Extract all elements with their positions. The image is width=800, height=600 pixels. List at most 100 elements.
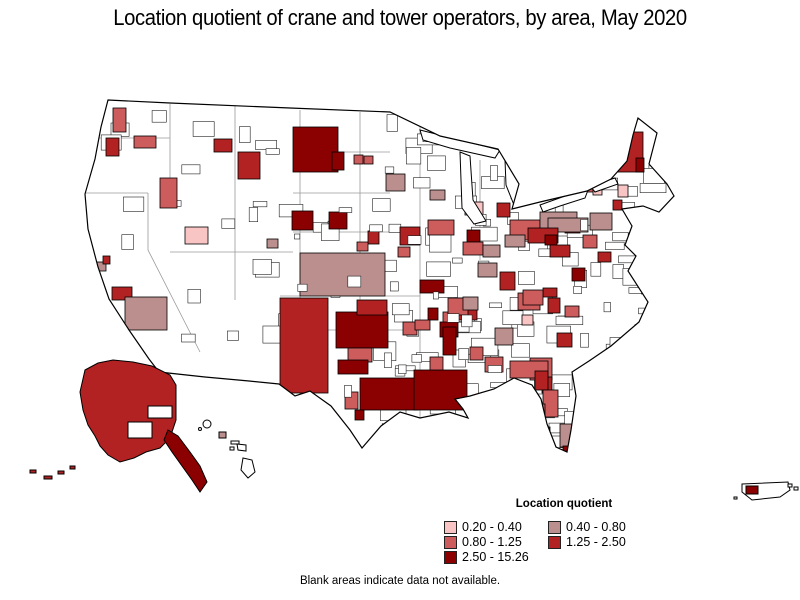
great-lakes [419, 129, 619, 225]
area-patch [462, 296, 479, 311]
area-patch [466, 229, 481, 243]
lanai-shape [229, 446, 235, 451]
small-island-shape [793, 486, 799, 491]
alaska-blank-area [147, 405, 173, 419]
small-island-shape [733, 496, 738, 500]
area-patch [397, 246, 411, 258]
area-patch [597, 251, 612, 263]
area-patch [504, 234, 526, 248]
area-patch [429, 189, 446, 201]
area-patch [356, 299, 388, 316]
area-patch [354, 409, 365, 421]
area-patch [442, 326, 457, 356]
legend-swatch [444, 521, 457, 534]
area-patch [482, 244, 501, 258]
legend-label: 2.50 - 15.26 [462, 550, 529, 564]
area-patch [292, 126, 339, 173]
area-patch [582, 234, 598, 249]
area-patch [477, 262, 498, 278]
area-patch [522, 289, 544, 306]
area-patch [469, 346, 484, 361]
map-footnote: Blank areas indicate data not available. [299, 575, 501, 587]
area-patch [102, 255, 111, 265]
alaska-panhandle-shape [163, 429, 208, 493]
area-patch [184, 226, 209, 245]
legend-swatch [444, 551, 457, 564]
area-patch [617, 184, 629, 198]
page-title: Location quotient of crane and tower ope… [113, 5, 687, 30]
area-patch [237, 151, 261, 180]
legend-item: 0.80 - 1.25 [444, 536, 548, 549]
legend-item: 0.20 - 0.40 [444, 521, 548, 534]
legend-label: 0.80 - 1.25 [462, 535, 522, 549]
area-patch [328, 211, 348, 230]
maui-shape [236, 443, 247, 452]
area-patch [496, 202, 511, 218]
area-patch [363, 155, 374, 165]
hawaii-inset [198, 419, 256, 479]
legend-label: 1.25 - 2.50 [566, 535, 626, 549]
area-patch [367, 230, 380, 245]
area-patch [414, 319, 431, 331]
area-patch [133, 135, 157, 149]
lake-michigan-shape [459, 151, 487, 225]
puerto-rico-inset [733, 481, 799, 501]
area-patch [429, 356, 444, 371]
area-patch [112, 107, 127, 133]
oahu-shape [218, 431, 227, 439]
area-patch [385, 173, 406, 192]
area-patch [564, 305, 580, 318]
area-patch [356, 241, 369, 252]
vieques-shape [787, 483, 793, 488]
area-patch [547, 297, 561, 314]
legend-label: 0.20 - 0.40 [462, 520, 522, 534]
legend-swatch [548, 521, 561, 534]
puerto-rico-colored-area [745, 485, 759, 495]
area-patch [159, 177, 178, 209]
legend-title: Location quotient [515, 498, 613, 510]
niihau-shape [198, 427, 202, 431]
area-patch [213, 138, 233, 153]
area-patch [571, 267, 586, 282]
big-island-shape [240, 457, 256, 479]
area-patch [589, 212, 613, 231]
alaska-blank-area [127, 421, 153, 439]
area-patch [105, 137, 120, 157]
area-patch [335, 311, 389, 349]
area-patch [494, 327, 514, 346]
area-patch [331, 151, 345, 171]
area-patch [549, 244, 571, 258]
area-patch [462, 241, 484, 256]
area-patch [534, 370, 549, 391]
legend-label: 0.40 - 0.80 [566, 520, 626, 534]
area-patch [337, 359, 369, 375]
area-patch [612, 199, 623, 211]
kauai-shape [202, 419, 212, 429]
area-patch [521, 314, 534, 326]
area-patch [291, 210, 314, 231]
area-patch [556, 332, 573, 348]
legend-swatch [444, 536, 457, 549]
area-patch [266, 238, 279, 249]
continental-us-outline [84, 99, 675, 453]
area-patch [427, 307, 439, 321]
legend-item: 1.25 - 2.50 [548, 536, 658, 549]
legend-items: 0.20 - 0.40 0.40 - 0.80 0.80 - 1.25 1.25 - … [444, 521, 684, 564]
alaska-inset [29, 359, 208, 493]
area-patch [299, 252, 386, 297]
legend-item: 0.40 - 0.80 [548, 521, 658, 534]
area-patch [499, 271, 516, 291]
area-patch [571, 161, 596, 193]
area-patch [353, 154, 364, 165]
legend-item: 2.50 - 15.26 [444, 551, 548, 564]
area-patch [542, 389, 559, 418]
molokai-shape [230, 440, 240, 445]
area-patch [359, 377, 419, 411]
aleutian-islands [29, 465, 76, 480]
area-patch [635, 157, 645, 173]
area-patch [124, 296, 168, 331]
area-patch [419, 279, 445, 294]
map-legend: Location quotient 0.20 - 0.40 0.40 - 0.80… [444, 498, 684, 564]
